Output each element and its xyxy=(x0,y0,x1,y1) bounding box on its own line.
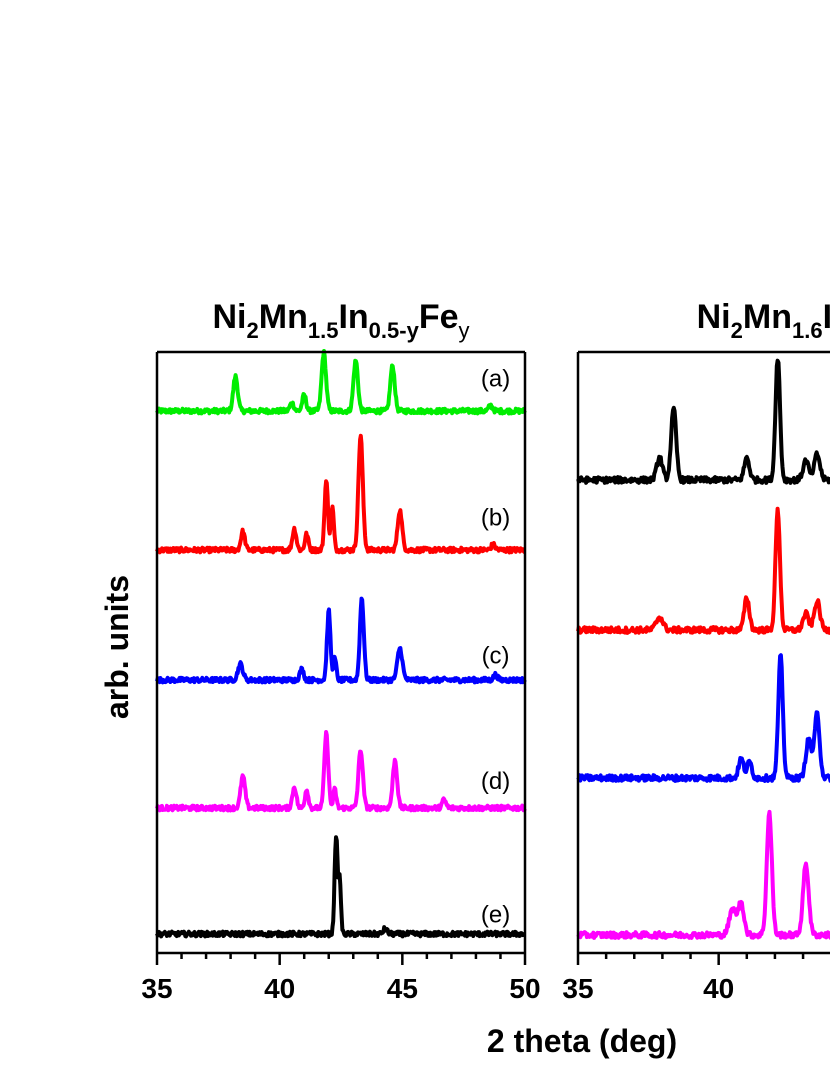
panel-title: Ni2Mn1.5In0.5-yFey xyxy=(213,298,470,343)
panel-title-part: Mn xyxy=(259,298,308,336)
x-tick-label: 45 xyxy=(387,973,418,1004)
y-axis-label: arb. units xyxy=(99,575,135,719)
x-tick-label: 50 xyxy=(509,973,540,1004)
panel-title-part: 1.6 xyxy=(792,318,823,343)
x-axis-label: 2 theta (deg) xyxy=(487,1023,677,1059)
xrd-trace xyxy=(155,596,527,685)
x-tick-label: 35 xyxy=(141,973,172,1004)
panel-left: Ni2Mn1.5In0.5-yFey (a) (b) (c) (d) (e) 35 40 45 5… xyxy=(141,298,540,1004)
xrd-trace xyxy=(576,653,830,783)
trace-label: (b) xyxy=(481,504,510,531)
panel-title: Ni2Mn1.6In0.4 xyxy=(697,298,830,343)
panel-title-part: Ni xyxy=(697,298,731,336)
panel-title-part: In xyxy=(823,298,830,336)
panel-title-part: y xyxy=(459,318,470,343)
xrd-trace xyxy=(155,433,527,555)
panel-title-part: Fe xyxy=(419,298,459,336)
panel-title-part: 0.5-y xyxy=(369,318,420,343)
trace-label: (e) xyxy=(481,902,510,929)
x-tick-label: 35 xyxy=(562,973,593,1004)
x-tick-label: 40 xyxy=(264,973,295,1004)
trace-label: (c) xyxy=(482,642,510,669)
panel-title-part: 1.5 xyxy=(308,318,339,343)
xrd-trace xyxy=(576,358,830,485)
xrd-trace xyxy=(155,349,527,416)
trace-label: (d) xyxy=(481,768,510,795)
panel-title-part: Ni xyxy=(213,298,247,336)
panel-title-part: 2 xyxy=(247,318,259,343)
panel-right: Ni2Mn1.6In0.4354045 xyxy=(562,298,830,1004)
xrd-trace xyxy=(155,730,527,813)
xrd-trace xyxy=(576,809,830,940)
panel-title-part: Mn xyxy=(743,298,792,336)
x-tick-label: 40 xyxy=(703,973,734,1004)
xrd-trace xyxy=(155,835,527,939)
trace-label: (a) xyxy=(481,365,510,392)
panel-title-part: In xyxy=(338,298,368,336)
panel-title-part: 2 xyxy=(731,318,743,343)
xrd-trace xyxy=(576,506,830,635)
